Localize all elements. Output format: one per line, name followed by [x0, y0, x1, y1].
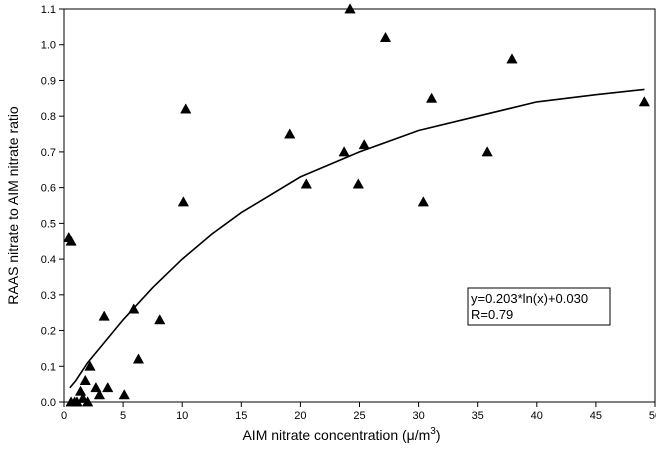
fit-equation-text: y=0.203*ln(x)+0.030 [471, 291, 588, 306]
x-tick-label: 40 [531, 410, 543, 422]
data-point-triangle [79, 374, 91, 385]
data-point-triangle [379, 31, 392, 42]
plot-frame [63, 8, 656, 403]
x-tick-label: 50 [649, 410, 656, 422]
x-tick-label: 20 [294, 410, 306, 422]
data-point-triangle [506, 53, 518, 64]
fit-equation-box: y=0.203*ln(x)+0.030 R=0.79 [467, 287, 611, 326]
y-axis-title: RAAS nitrate to AIM nitrate ratio [5, 106, 21, 305]
data-point-triangle [284, 128, 296, 139]
y-tick-label: 0.6 [41, 183, 56, 195]
data-point-triangle [425, 92, 438, 103]
x-tick-label: 10 [176, 410, 188, 422]
data-point-triangle [338, 146, 350, 157]
y-tick-label: 0.5 [41, 218, 56, 230]
x-tick-label: 25 [353, 410, 365, 422]
x-tick-label: 30 [412, 410, 424, 422]
data-point-triangle [638, 96, 650, 107]
fit-curve [69, 88, 645, 389]
data-point-triangle [65, 235, 77, 246]
y-tick-label: 0.4 [41, 254, 56, 266]
y-tick-label: 1.1 [41, 4, 56, 16]
data-point-triangle [102, 381, 114, 393]
data-points [63, 3, 650, 407]
x-tick-label: 45 [590, 410, 602, 422]
x-axis-title: AIM nitrate concentration (μ/m3) [242, 426, 440, 443]
y-axis-ticks: 0.0 0.1 0.2 0.3 0.4 0.5 0.6 0.7 0.8 0.9 1.0 1.1 [41, 4, 64, 409]
data-point-triangle [358, 139, 370, 150]
y-tick-label: 0.2 [41, 326, 56, 338]
x-axis-ticks: 0 5 10 15 20 25 30 35 40 45 50 [61, 402, 656, 422]
data-point-triangle [417, 196, 429, 207]
y-tick-label: 0.1 [41, 361, 56, 373]
data-point-triangle [82, 396, 94, 407]
data-point-triangle [98, 310, 110, 321]
data-point-triangle [352, 178, 364, 189]
plot-area-border [63, 8, 656, 403]
y-tick-label: 0.9 [41, 75, 56, 87]
y-tick-label: 0.7 [41, 147, 56, 159]
data-point-triangle [118, 389, 130, 400]
y-tick-label: 0.8 [41, 111, 56, 123]
data-point-triangle [90, 381, 102, 393]
y-tick-label: 0.0 [41, 397, 56, 409]
data-point-triangle [481, 146, 493, 157]
x-tick-label: 5 [120, 410, 126, 422]
x-tick-label: 35 [472, 410, 484, 422]
equation-box-border [467, 287, 611, 326]
data-point-triangle [344, 3, 356, 14]
x-tick-label: 15 [235, 410, 247, 422]
data-point-triangle [300, 178, 312, 189]
data-point-triangle [84, 360, 96, 371]
data-point-triangle [180, 103, 192, 114]
data-point-triangle [128, 303, 140, 314]
y-tick-label: 1.0 [41, 40, 56, 52]
x-tick-label: 0 [61, 410, 67, 422]
data-point-triangle [154, 314, 166, 325]
data-point-triangle [132, 353, 145, 364]
data-point-triangle [93, 389, 106, 400]
correlation-text: R=0.79 [471, 307, 513, 322]
fit-curve-layer [69, 88, 645, 389]
y-tick-label: 0.3 [41, 290, 56, 302]
data-point-triangle [177, 196, 190, 207]
data-point-triangle [74, 385, 87, 396]
